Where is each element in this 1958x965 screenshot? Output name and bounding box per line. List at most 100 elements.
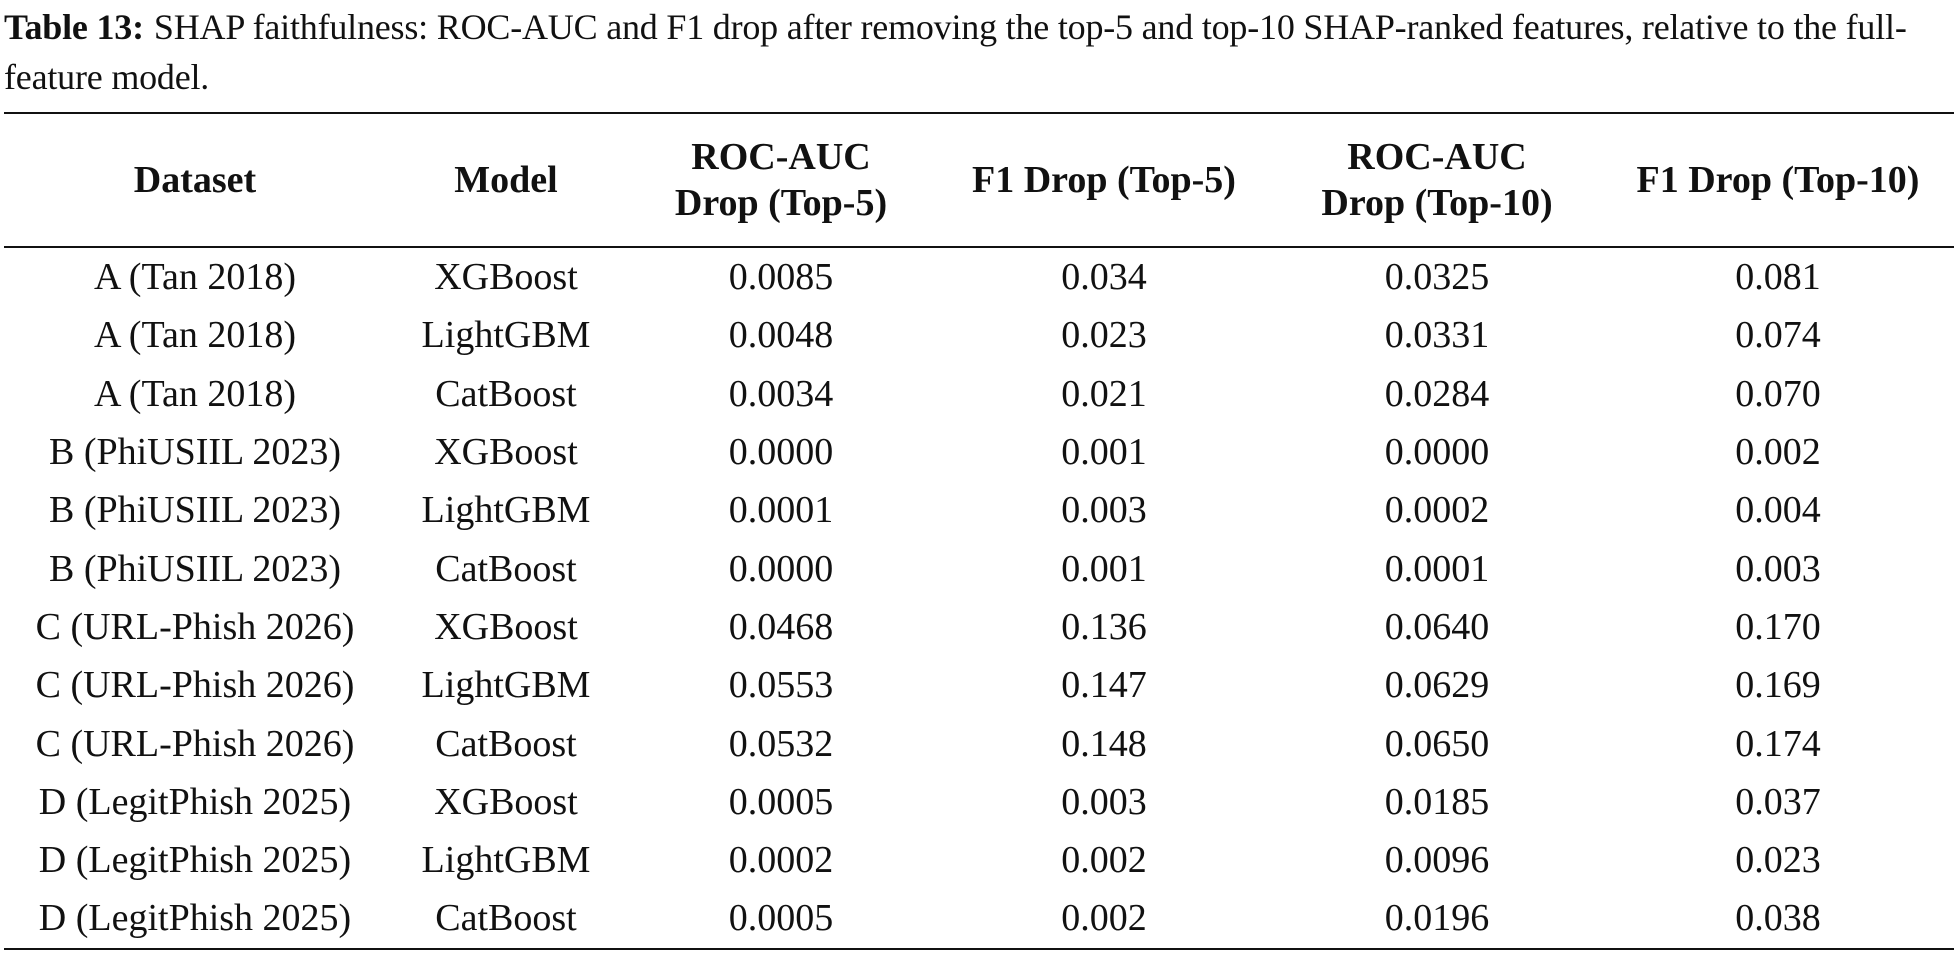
cell-f1-drop-top10: 0.170 [1735, 605, 1821, 648]
header-roc-auc-top10-line2: Drop (Top-10) [1321, 182, 1553, 224]
shap-faithfulness-table: Dataset Model ROC-AUC Drop (Top-5) F1 Dro… [4, 112, 1954, 950]
cell-f1-drop-top10: 0.002 [1735, 431, 1821, 474]
cell-roc-auc-drop-top10: 0.0000 [1384, 431, 1490, 474]
cell-f1-drop-top10: 0.169 [1735, 664, 1821, 707]
table-row: C (URL-Phish 2026) LightGBM 0.0553 0.147… [4, 656, 1954, 714]
cell-f1-drop-top10: 0.038 [1602, 889, 1954, 950]
cell-dataset: C (URL-Phish 2026) [35, 605, 355, 648]
cell-model: LightGBM [421, 489, 591, 532]
table-row: A (Tan 2018) CatBoost 0.0034 0.021 0.028… [4, 365, 1954, 423]
cell-f1-drop-top5: 0.002 [1061, 839, 1147, 882]
cell-roc-auc-drop-top5: 0.0002 [728, 839, 834, 882]
cell-f1-drop-top5: 0.034 [1061, 256, 1147, 299]
table-row: B (PhiUSIIL 2023) CatBoost 0.0000 0.001 … [4, 539, 1954, 597]
cell-f1-drop-top5: 0.023 [1061, 314, 1147, 357]
cell-f1-drop-top10: 0.004 [1735, 489, 1821, 532]
table-row: B (PhiUSIIL 2023) LightGBM 0.0001 0.003 … [4, 481, 1954, 539]
cell-roc-auc-drop-top5: 0.0005 [728, 780, 834, 823]
cell-f1-drop-top5: 0.002 [936, 889, 1272, 950]
results-table-container: Dataset Model ROC-AUC Drop (Top-5) F1 Dro… [4, 112, 1954, 950]
header-roc-auc-drop-top5: ROC-AUC Drop (Top-5) [626, 112, 936, 248]
cell-roc-auc-drop-top5: 0.0048 [728, 314, 834, 357]
table-row: C (URL-Phish 2026) CatBoost 0.0532 0.148… [4, 714, 1954, 772]
cell-roc-auc-drop-top10: 0.0185 [1384, 780, 1490, 823]
cell-roc-auc-drop-top5: 0.0468 [728, 605, 834, 648]
header-f1-drop-top10: F1 Drop (Top-10) [1602, 112, 1954, 248]
header-model-label: Model [454, 159, 558, 201]
cell-model: CatBoost [386, 889, 626, 950]
cell-f1-drop-top10: 0.037 [1735, 780, 1821, 823]
cell-roc-auc-drop-top5: 0.0034 [728, 372, 834, 415]
cell-model: CatBoost [435, 372, 577, 415]
cell-model: XGBoost [434, 431, 578, 474]
cell-f1-drop-top5: 0.021 [1061, 372, 1147, 415]
cell-dataset: A (Tan 2018) [93, 256, 297, 299]
cell-model: XGBoost [434, 780, 578, 823]
cell-dataset: C (URL-Phish 2026) [35, 664, 355, 707]
cell-dataset: D (LegitPhish 2025) [38, 839, 352, 882]
cell-roc-auc-drop-top5: 0.0085 [728, 256, 834, 299]
cell-f1-drop-top5: 0.147 [1061, 664, 1147, 707]
table-row: D (LegitPhish 2025) CatBoost 0.0005 0.00… [4, 889, 1954, 950]
header-row: Dataset Model ROC-AUC Drop (Top-5) F1 Dro… [4, 112, 1954, 248]
cell-dataset: A (Tan 2018) [93, 372, 297, 415]
header-roc-auc-top5-line1: ROC-AUC [691, 136, 871, 178]
header-roc-auc-top10-line1: ROC-AUC [1347, 136, 1527, 178]
cell-dataset: D (LegitPhish 2025) [4, 889, 386, 950]
cell-roc-auc-drop-top10: 0.0002 [1384, 489, 1490, 532]
table-caption: Table 13: SHAP faithfulness: ROC-AUC and … [4, 2, 1954, 102]
cell-dataset: B (PhiUSIIL 2023) [48, 547, 342, 590]
caption-text: SHAP faithfulness: ROC-AUC and F1 drop a… [4, 7, 1907, 97]
cell-roc-auc-drop-top10: 0.0650 [1384, 722, 1490, 765]
cell-f1-drop-top5: 0.003 [1061, 489, 1147, 532]
table-body: A (Tan 2018) XGBoost 0.0085 0.034 0.0325… [4, 247, 1954, 950]
header-f1-top10-label: F1 Drop (Top-10) [1636, 159, 1920, 201]
cell-roc-auc-drop-top5: 0.0553 [728, 664, 834, 707]
cell-roc-auc-drop-top5: 0.0005 [626, 889, 936, 950]
cell-model: CatBoost [435, 547, 577, 590]
header-dataset-label: Dataset [133, 159, 257, 201]
cell-roc-auc-drop-top10: 0.0629 [1384, 664, 1490, 707]
cell-f1-drop-top5: 0.001 [1061, 431, 1147, 474]
cell-model: LightGBM [421, 839, 591, 882]
header-roc-auc-drop-top10: ROC-AUC Drop (Top-10) [1272, 112, 1602, 248]
cell-f1-drop-top5: 0.003 [1061, 780, 1147, 823]
cell-dataset: C (URL-Phish 2026) [35, 722, 355, 765]
cell-f1-drop-top5: 0.136 [1061, 605, 1147, 648]
cell-roc-auc-drop-top10: 0.0001 [1384, 547, 1490, 590]
cell-f1-drop-top10: 0.074 [1735, 314, 1821, 357]
table-row: B (PhiUSIIL 2023) XGBoost 0.0000 0.001 0… [4, 423, 1954, 481]
cell-dataset: D (LegitPhish 2025) [38, 780, 352, 823]
table-row: C (URL-Phish 2026) XGBoost 0.0468 0.136 … [4, 598, 1954, 656]
table-row: D (LegitPhish 2025) XGBoost 0.0005 0.003… [4, 773, 1954, 831]
cell-f1-drop-top5: 0.148 [1061, 722, 1147, 765]
cell-model: LightGBM [421, 314, 591, 357]
cell-dataset: B (PhiUSIIL 2023) [48, 489, 342, 532]
header-model: Model [386, 112, 626, 248]
cell-f1-drop-top10: 0.023 [1735, 839, 1821, 882]
cell-roc-auc-drop-top5: 0.0000 [728, 547, 834, 590]
cell-f1-drop-top10: 0.070 [1735, 372, 1821, 415]
table-header: Dataset Model ROC-AUC Drop (Top-5) F1 Dro… [4, 112, 1954, 248]
cell-f1-drop-top5: 0.001 [1061, 547, 1147, 590]
header-f1-drop-top5: F1 Drop (Top-5) [936, 112, 1272, 248]
cell-roc-auc-drop-top10: 0.0196 [1272, 889, 1602, 950]
cell-roc-auc-drop-top10: 0.0096 [1384, 839, 1490, 882]
cell-roc-auc-drop-top10: 0.0325 [1384, 256, 1490, 299]
cell-f1-drop-top10: 0.003 [1735, 547, 1821, 590]
table-row: D (LegitPhish 2025) LightGBM 0.0002 0.00… [4, 831, 1954, 889]
cell-roc-auc-drop-top5: 0.0001 [728, 489, 834, 532]
cell-model: XGBoost [434, 256, 578, 299]
cell-model: LightGBM [421, 664, 591, 707]
header-dataset: Dataset [4, 112, 386, 248]
cell-model: XGBoost [434, 605, 578, 648]
cell-dataset: B (PhiUSIIL 2023) [48, 431, 342, 474]
cell-f1-drop-top10: 0.174 [1735, 722, 1821, 765]
cell-roc-auc-drop-top10: 0.0284 [1384, 372, 1490, 415]
table-row: A (Tan 2018) LightGBM 0.0048 0.023 0.033… [4, 306, 1954, 364]
table-row: A (Tan 2018) XGBoost 0.0085 0.034 0.0325… [4, 247, 1954, 306]
cell-roc-auc-drop-top5: 0.0532 [728, 722, 834, 765]
cell-roc-auc-drop-top10: 0.0331 [1384, 314, 1490, 357]
cell-model: CatBoost [435, 722, 577, 765]
cell-roc-auc-drop-top10: 0.0640 [1384, 605, 1490, 648]
